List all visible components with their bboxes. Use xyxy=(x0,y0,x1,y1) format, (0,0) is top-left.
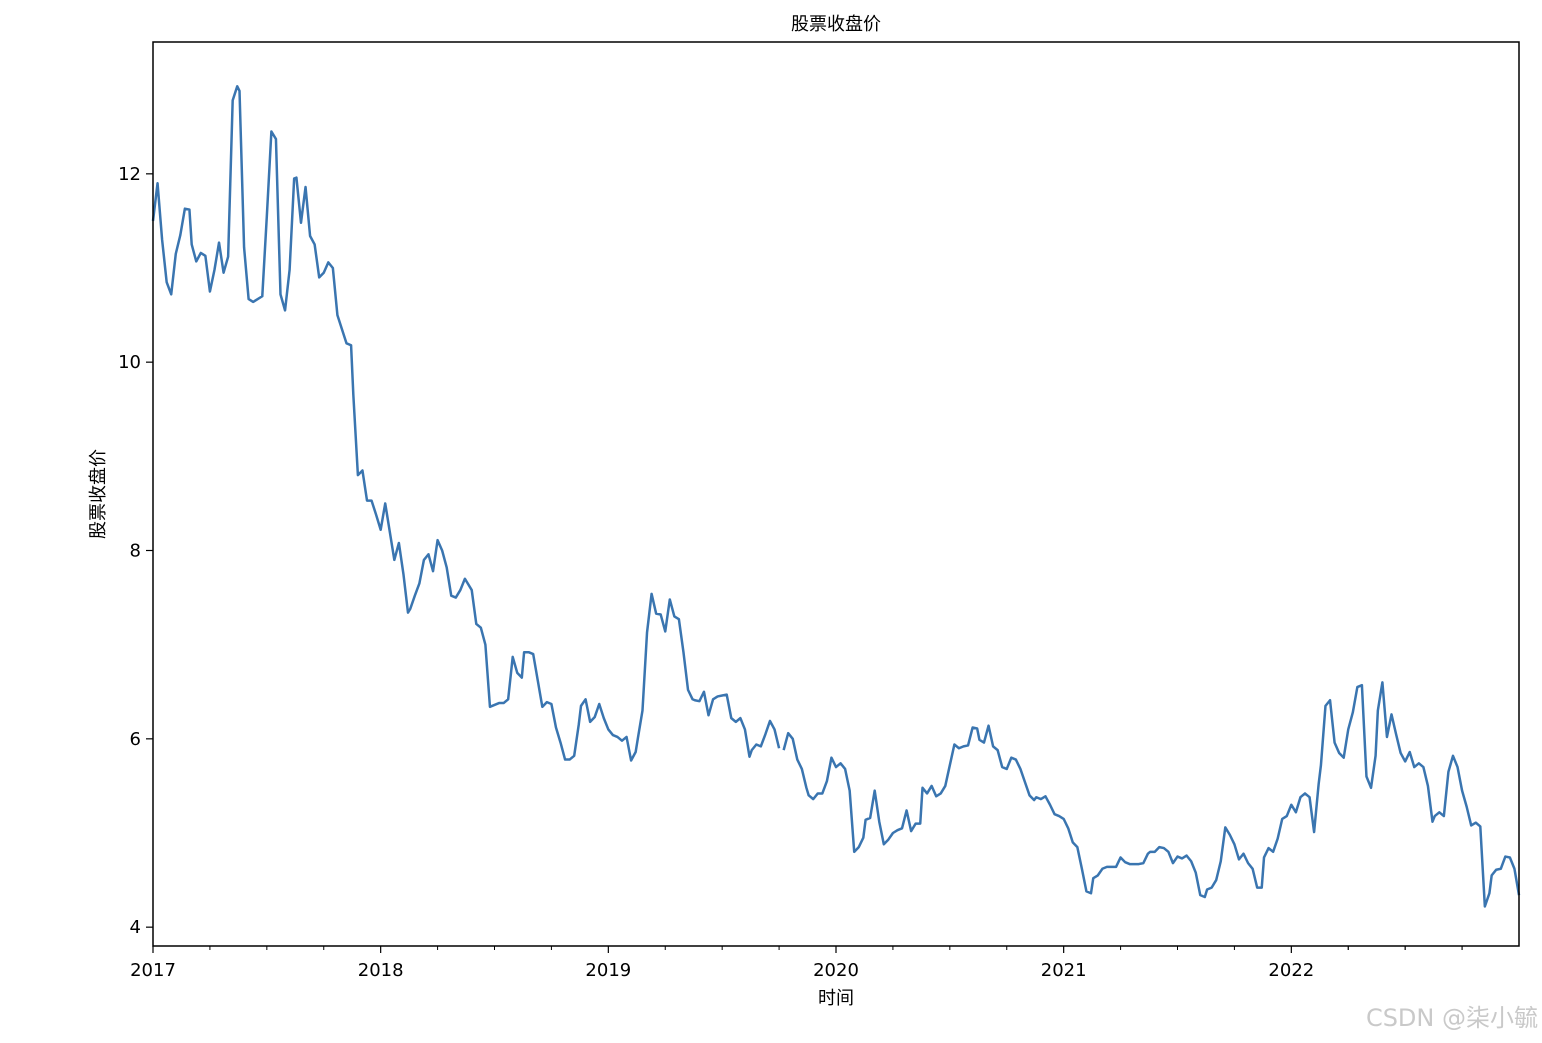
x-tick-label: 2020 xyxy=(813,960,859,981)
y-axis-title: 股票收盘价 xyxy=(88,449,109,539)
x-axis-title: 时间 xyxy=(818,988,854,1009)
plot-frame xyxy=(152,41,1520,947)
y-tick-label: 6 xyxy=(130,729,141,750)
series-layer xyxy=(151,85,1521,908)
y-tick-label: 8 xyxy=(130,541,141,562)
series-line-1 xyxy=(782,681,1521,908)
chart-title: 股票收盘价 xyxy=(791,14,881,35)
x-axis: 2017 2018 2019 2020 2021 2022 xyxy=(130,946,1463,981)
y-tick-label: 12 xyxy=(118,164,141,185)
x-tick-label: 2022 xyxy=(1268,960,1314,981)
x-tick-label: 2017 xyxy=(130,960,176,981)
x-tick-label: 2019 xyxy=(585,960,631,981)
y-tick-label: 4 xyxy=(130,917,141,938)
y-axis: 4 6 8 10 12 xyxy=(118,164,153,938)
x-tick-label: 2021 xyxy=(1041,960,1087,981)
watermark-text: CSDN @柒小毓 xyxy=(1366,1004,1538,1032)
series-line-0 xyxy=(151,85,781,762)
x-tick-label: 2018 xyxy=(358,960,404,981)
y-tick-label: 10 xyxy=(118,352,141,373)
